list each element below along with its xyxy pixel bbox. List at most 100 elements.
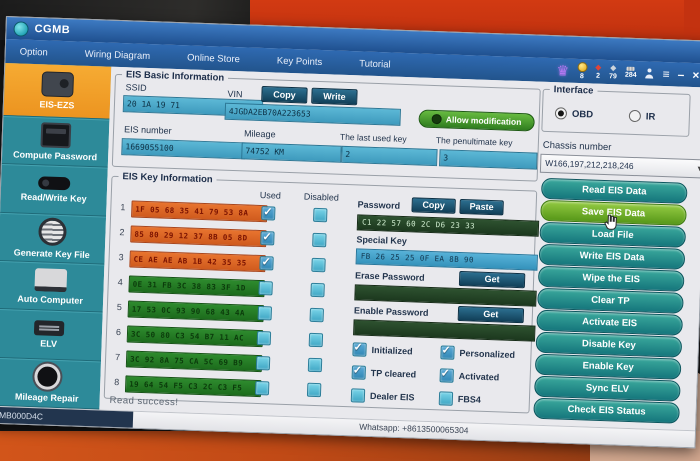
interface-group: Interface OBD IR — [541, 83, 691, 137]
key-5-used-checkbox[interactable] — [257, 305, 273, 321]
password-copy-button[interactable]: Copy — [411, 197, 456, 214]
flag-initialized[interactable]: Initialized — [352, 342, 413, 358]
sidebar-item-auto-computer[interactable]: Auto Computer — [0, 260, 105, 313]
app-logo-icon — [13, 20, 29, 37]
key-3-disabled-checkbox[interactable] — [311, 257, 326, 273]
chassis-number-select[interactable]: W166,197,212,218,246 — [539, 153, 700, 179]
password-field[interactable]: C1 22 57 60 2C D6 23 33 — [356, 214, 540, 237]
key-4-used-checkbox[interactable] — [258, 280, 273, 296]
key-6-field[interactable]: 3C 50 80 C3 54 B7 11 AC — [126, 325, 264, 348]
menu-right-cluster: ♛ 8 ◆ 2 ◆ 79 284 ≡ – — [556, 61, 700, 84]
enable-password-get-button[interactable]: Get — [457, 305, 525, 324]
minimize-button[interactable]: – — [677, 67, 685, 82]
erase-password-get-button[interactable]: Get — [458, 270, 526, 289]
key-7-field[interactable]: 3C 92 8A 75 CA 5C 69 B9 — [125, 350, 263, 373]
key-6-used-checkbox[interactable] — [256, 330, 272, 346]
chassis-number-label: Chassis number — [542, 139, 612, 154]
ruby-icon: ◆ — [595, 62, 602, 72]
mileage-field[interactable]: 74752 KM — [241, 142, 342, 163]
menu-tutorial[interactable]: Tutorial — [359, 57, 391, 70]
allow-modification-button[interactable]: Allow modification — [418, 109, 535, 132]
key-8-field[interactable]: 19 64 54 F5 C3 2C C3 F5 — [124, 375, 262, 398]
interface-legend: Interface — [553, 84, 594, 97]
key-file-icon — [38, 217, 67, 247]
flag-fbs4[interactable]: FBS4 — [438, 391, 481, 406]
sidebar-item-elv[interactable]: ELV — [0, 309, 103, 362]
sidebar-item-read-write-key[interactable]: Read/Write Key — [0, 164, 108, 217]
key-4-disabled-checkbox[interactable] — [310, 282, 325, 298]
key-8-disabled-checkbox[interactable] — [306, 382, 322, 398]
sidebar-item-eis-ezs[interactable]: EIS-EZS — [3, 63, 112, 120]
initialized-checkbox[interactable] — [352, 342, 367, 357]
vin-copy-button[interactable]: Copy — [261, 85, 308, 104]
key-2-field[interactable]: 85 80 29 12 37 8B 05 8D — [130, 225, 267, 248]
password-paste-button[interactable]: Paste — [459, 198, 504, 216]
erase-password-label: Erase Password — [354, 270, 425, 283]
password-device-icon — [40, 121, 72, 148]
obd-radio[interactable] — [554, 107, 568, 120]
menu-online-store[interactable]: Online Store — [186, 51, 241, 65]
key-2-disabled-checkbox[interactable] — [312, 232, 327, 248]
flag-activated[interactable]: Activated — [439, 368, 499, 384]
key-7-disabled-checkbox[interactable] — [307, 357, 323, 373]
vin-label: VIN — [227, 88, 243, 100]
key-2-used-checkbox[interactable] — [260, 231, 275, 246]
password-label: Password — [357, 199, 401, 211]
vin-field[interactable]: 4JGDA2EB70A223653 — [224, 102, 402, 126]
sidebar: EIS-EZS Compute Password Read/Write Key … — [0, 63, 112, 410]
key-6-disabled-checkbox[interactable] — [308, 332, 324, 348]
eis-number-field[interactable]: 1669055100 — [121, 138, 246, 160]
sidebar-item-mileage-repair[interactable]: Mileage Repair — [0, 357, 102, 410]
close-button[interactable]: × — [692, 67, 700, 83]
key-3-used-checkbox[interactable] — [259, 256, 274, 271]
key-row-num: 2 — [119, 227, 125, 238]
key-info-group: EIS Key Information Used Disabled 1 1F 0… — [103, 170, 540, 414]
app-title: CGMB — [34, 23, 71, 37]
personalized-checkbox[interactable] — [440, 345, 455, 360]
last-used-key-field[interactable]: 2 — [341, 145, 438, 167]
menu-option[interactable]: Option — [19, 46, 48, 58]
key-row-num: 1 — [120, 202, 126, 213]
key-row-num: 5 — [116, 302, 123, 313]
tp-cleared-checkbox[interactable] — [351, 365, 367, 380]
menu-key-points[interactable]: Key Points — [276, 54, 323, 68]
key-1-disabled-checkbox[interactable] — [313, 207, 328, 223]
app-window: CGMB Option Wiring Diagram Online Store … — [0, 16, 700, 449]
special-key-field[interactable]: FB 26 25 25 0F EA 8B 90 — [355, 248, 538, 271]
sidebar-item-compute-password[interactable]: Compute Password — [1, 115, 110, 168]
user-icon[interactable] — [644, 68, 654, 78]
vin-write-button[interactable]: Write — [311, 87, 358, 106]
key-1-used-checkbox[interactable] — [261, 206, 276, 221]
penultimate-key-field[interactable]: 3 — [439, 149, 538, 170]
used-header: Used — [259, 189, 282, 201]
crown-icon: ♛ — [556, 62, 570, 79]
ir-radio[interactable] — [628, 109, 642, 123]
key-info-legend: EIS Key Information — [122, 171, 213, 186]
right-column: Interface OBD IR Chassis number W166,197… — [531, 83, 700, 432]
allow-modification-indicator — [431, 113, 443, 125]
key-4-field[interactable]: 0E 31 FB 3C 38 83 3F 1D — [128, 275, 265, 298]
ir-radio-option[interactable]: IR — [628, 109, 656, 123]
flag-dealer-eis[interactable]: Dealer EIS — [350, 388, 415, 404]
flag-tp-cleared[interactable]: TP cleared — [351, 365, 417, 381]
check-eis-status-button[interactable]: Check EIS Status — [533, 397, 680, 424]
key-1-field[interactable]: 1F 05 68 35 41 79 53 8A — [131, 200, 268, 223]
key-fob-icon — [37, 176, 71, 191]
key-5-disabled-checkbox[interactable] — [309, 307, 324, 323]
fbs4-checkbox[interactable] — [438, 391, 454, 406]
key-7-used-checkbox[interactable] — [255, 355, 271, 371]
dealer-eis-checkbox[interactable] — [350, 388, 366, 403]
activated-checkbox[interactable] — [439, 368, 454, 383]
key-8-used-checkbox[interactable] — [254, 380, 270, 396]
key-3-field[interactable]: CE AE AE AB 1B 42 35 35 — [129, 250, 266, 273]
ruby-badge: ◆ 2 — [595, 62, 602, 80]
status-message: Read success! — [109, 394, 179, 409]
key-5-field[interactable]: 17 53 0C 93 90 68 43 4A — [127, 300, 265, 323]
coin-badge: 8 — [577, 61, 588, 80]
menu-wiring-diagram[interactable]: Wiring Diagram — [84, 48, 151, 62]
obd-radio-option[interactable]: OBD — [554, 107, 594, 120]
sidebar-item-generate-key-file[interactable]: Generate Key File — [0, 212, 107, 265]
key-row-num: 3 — [118, 252, 124, 263]
hamburger-menu-icon[interactable]: ≡ — [662, 66, 670, 82]
flag-personalized[interactable]: Personalized — [440, 345, 515, 362]
